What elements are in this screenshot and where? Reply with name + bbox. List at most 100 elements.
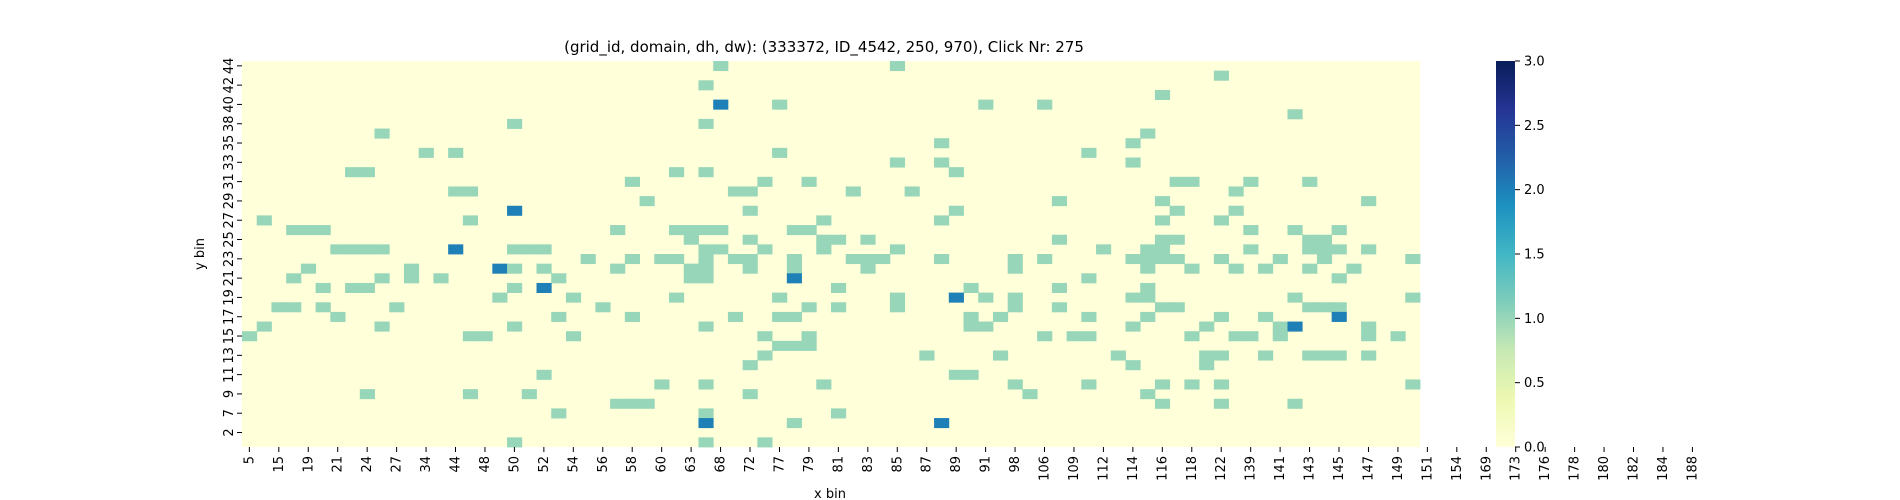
heatmap-cell — [786, 263, 802, 274]
colorbar-tick-label: 2.0 — [1524, 183, 1545, 198]
heatmap-cell — [1390, 331, 1406, 342]
colorbar-ticks: 0.0 0.5 1.0 1.5 2.0 2.5 3.0 — [1515, 55, 1545, 456]
heatmap-cell — [654, 254, 670, 265]
x-tick-label: 87 — [920, 456, 935, 473]
heatmap-cell — [772, 311, 788, 322]
heatmap-cell — [1258, 263, 1274, 274]
heatmap-cell — [1125, 138, 1141, 149]
heatmap-cell — [1051, 196, 1068, 207]
heatmap-cell — [448, 244, 464, 255]
heatmap-cell — [772, 340, 788, 351]
heatmap-cell — [786, 273, 802, 284]
heatmap-cell — [1007, 302, 1023, 313]
heatmap-cell — [772, 147, 788, 158]
heatmap-cell — [816, 244, 832, 255]
heatmap-cell — [507, 118, 523, 129]
heatmap-cell — [580, 254, 596, 265]
heatmap-cell — [698, 418, 714, 429]
heatmap-cell — [1140, 244, 1156, 255]
heatmap-cell — [521, 389, 537, 400]
x-tick-label: 54 — [566, 456, 581, 473]
x-tick-label: 154 — [1450, 456, 1465, 481]
heatmap-cell — [242, 331, 258, 342]
heatmap-cell — [551, 311, 567, 322]
heatmap-cell — [1199, 321, 1215, 332]
heatmap-cell — [875, 254, 891, 265]
heatmap-cell — [904, 186, 920, 197]
heatmap-cell — [345, 282, 361, 293]
heatmap-cell — [1140, 263, 1156, 274]
colorbar-tick-label: 1.5 — [1524, 248, 1545, 263]
heatmap-cell — [1287, 292, 1303, 303]
heatmap-cell — [698, 263, 714, 274]
heatmap-cell — [1258, 350, 1274, 361]
heatmap-cell — [1302, 176, 1318, 187]
heatmap-cell — [1243, 331, 1259, 342]
x-axis-label: x bin — [814, 487, 846, 500]
heatmap-cell — [860, 234, 876, 245]
y-tick-label: 2 — [222, 428, 237, 436]
x-tick-label: 141 — [1273, 456, 1288, 481]
heatmap-cell — [1140, 311, 1156, 322]
heatmap-cell — [1213, 70, 1229, 81]
heatmap-cell — [462, 389, 479, 400]
x-tick-label: 77 — [772, 456, 787, 473]
heatmap-cell — [742, 205, 758, 216]
heatmap-cell — [624, 311, 640, 322]
heatmap-cell — [934, 157, 950, 168]
heatmap-cell — [1287, 109, 1303, 120]
heatmap-cell — [639, 398, 655, 409]
y-tick-label: 29 — [222, 193, 237, 210]
heatmap-cell — [963, 321, 979, 332]
heatmap-cell — [1405, 292, 1421, 303]
heatmap-cell — [286, 225, 302, 236]
heatmap-cell — [1361, 244, 1377, 255]
x-tick-label: 50 — [507, 456, 522, 473]
heatmap-cell — [669, 167, 685, 178]
heatmap-cell — [683, 273, 699, 284]
x-tick-label: 63 — [684, 456, 699, 473]
heatmap-cell — [271, 302, 287, 313]
heatmap-cell — [889, 61, 906, 72]
x-tick-label: 48 — [478, 456, 493, 473]
heatmap-cell — [801, 331, 817, 342]
x-tick-label: 182 — [1627, 456, 1642, 481]
heatmap-cell — [1316, 234, 1333, 245]
heatmap-cell — [315, 225, 331, 236]
heatmap-cell — [433, 273, 449, 284]
x-tick-label: 72 — [743, 456, 758, 473]
x-tick-label: 151 — [1420, 456, 1435, 481]
heatmap-cell — [772, 99, 788, 110]
x-tick-label: 60 — [655, 456, 670, 473]
heatmap-cell — [536, 369, 552, 380]
x-tick-label: 83 — [861, 456, 876, 473]
x-tick-label: 178 — [1568, 456, 1583, 481]
heatmap-cell — [359, 167, 375, 178]
heatmap-cell — [1331, 244, 1347, 255]
heatmap-cell — [992, 311, 1009, 322]
heatmap-cell — [1154, 398, 1171, 409]
heatmap-cell — [1037, 99, 1053, 110]
heatmap-cell — [757, 176, 773, 187]
heatmap-cell — [507, 282, 523, 293]
heatmap-cell — [1022, 389, 1038, 400]
x-tick-label: 147 — [1361, 456, 1376, 481]
heatmap-cell — [1199, 350, 1215, 361]
heatmap-cell — [698, 118, 714, 129]
heatmap-cell — [1125, 321, 1141, 332]
x-tick-label: 118 — [1185, 456, 1200, 481]
heatmap-cell — [1287, 225, 1303, 236]
heatmap-cell — [1405, 254, 1421, 265]
heatmap-cell — [507, 205, 523, 216]
heatmap-cell — [624, 176, 640, 187]
x-tick-label: 21 — [331, 456, 346, 473]
heatmap-cell — [1081, 379, 1097, 390]
heatmap-cell — [507, 244, 523, 255]
colorbar-tick-label: 2.5 — [1524, 119, 1545, 134]
heatmap-cell — [1037, 254, 1053, 265]
x-tick-label: 188 — [1685, 456, 1700, 481]
heatmap-cell — [683, 225, 699, 236]
x-tick-label: 24 — [360, 456, 375, 473]
heatmap-cell — [801, 225, 817, 236]
